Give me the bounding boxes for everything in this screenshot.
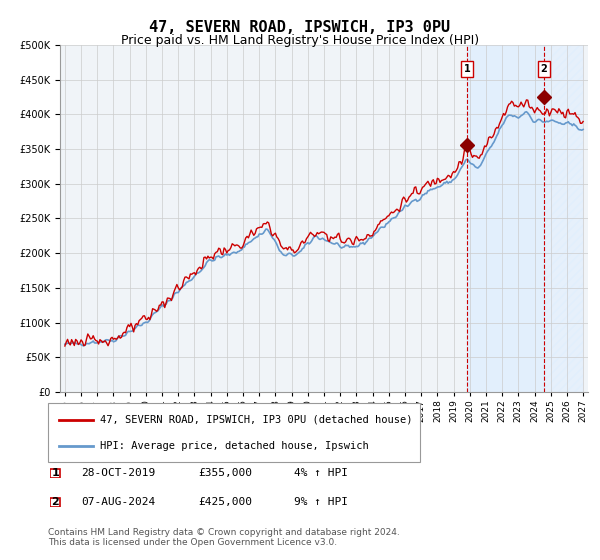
Text: £355,000: £355,000: [198, 468, 252, 478]
Text: 1: 1: [52, 468, 59, 478]
FancyBboxPatch shape: [48, 403, 420, 462]
Bar: [467, 45, 544, 392]
Text: Price paid vs. HM Land Registry's House Price Index (HPI): Price paid vs. HM Land Registry's House …: [121, 34, 479, 46]
Text: 1: 1: [464, 64, 470, 74]
FancyBboxPatch shape: [50, 498, 60, 507]
Text: 07-AUG-2024: 07-AUG-2024: [81, 497, 155, 507]
FancyBboxPatch shape: [50, 469, 60, 478]
Text: 47, SEVERN ROAD, IPSWICH, IP3 0PU: 47, SEVERN ROAD, IPSWICH, IP3 0PU: [149, 20, 451, 35]
Text: 4% ↑ HPI: 4% ↑ HPI: [294, 468, 348, 478]
Text: 28-OCT-2019: 28-OCT-2019: [81, 468, 155, 478]
Text: HPI: Average price, detached house, Ipswich: HPI: Average price, detached house, Ipsw…: [100, 441, 369, 451]
Text: 9% ↑ HPI: 9% ↑ HPI: [294, 497, 348, 507]
Text: 2: 2: [541, 64, 547, 74]
Text: 2: 2: [52, 497, 59, 507]
Text: 47, SEVERN ROAD, IPSWICH, IP3 0PU (detached house): 47, SEVERN ROAD, IPSWICH, IP3 0PU (detac…: [100, 414, 413, 424]
Text: £425,000: £425,000: [198, 497, 252, 507]
Bar: [544, 45, 583, 392]
Text: Contains HM Land Registry data © Crown copyright and database right 2024.
This d: Contains HM Land Registry data © Crown c…: [48, 528, 400, 547]
